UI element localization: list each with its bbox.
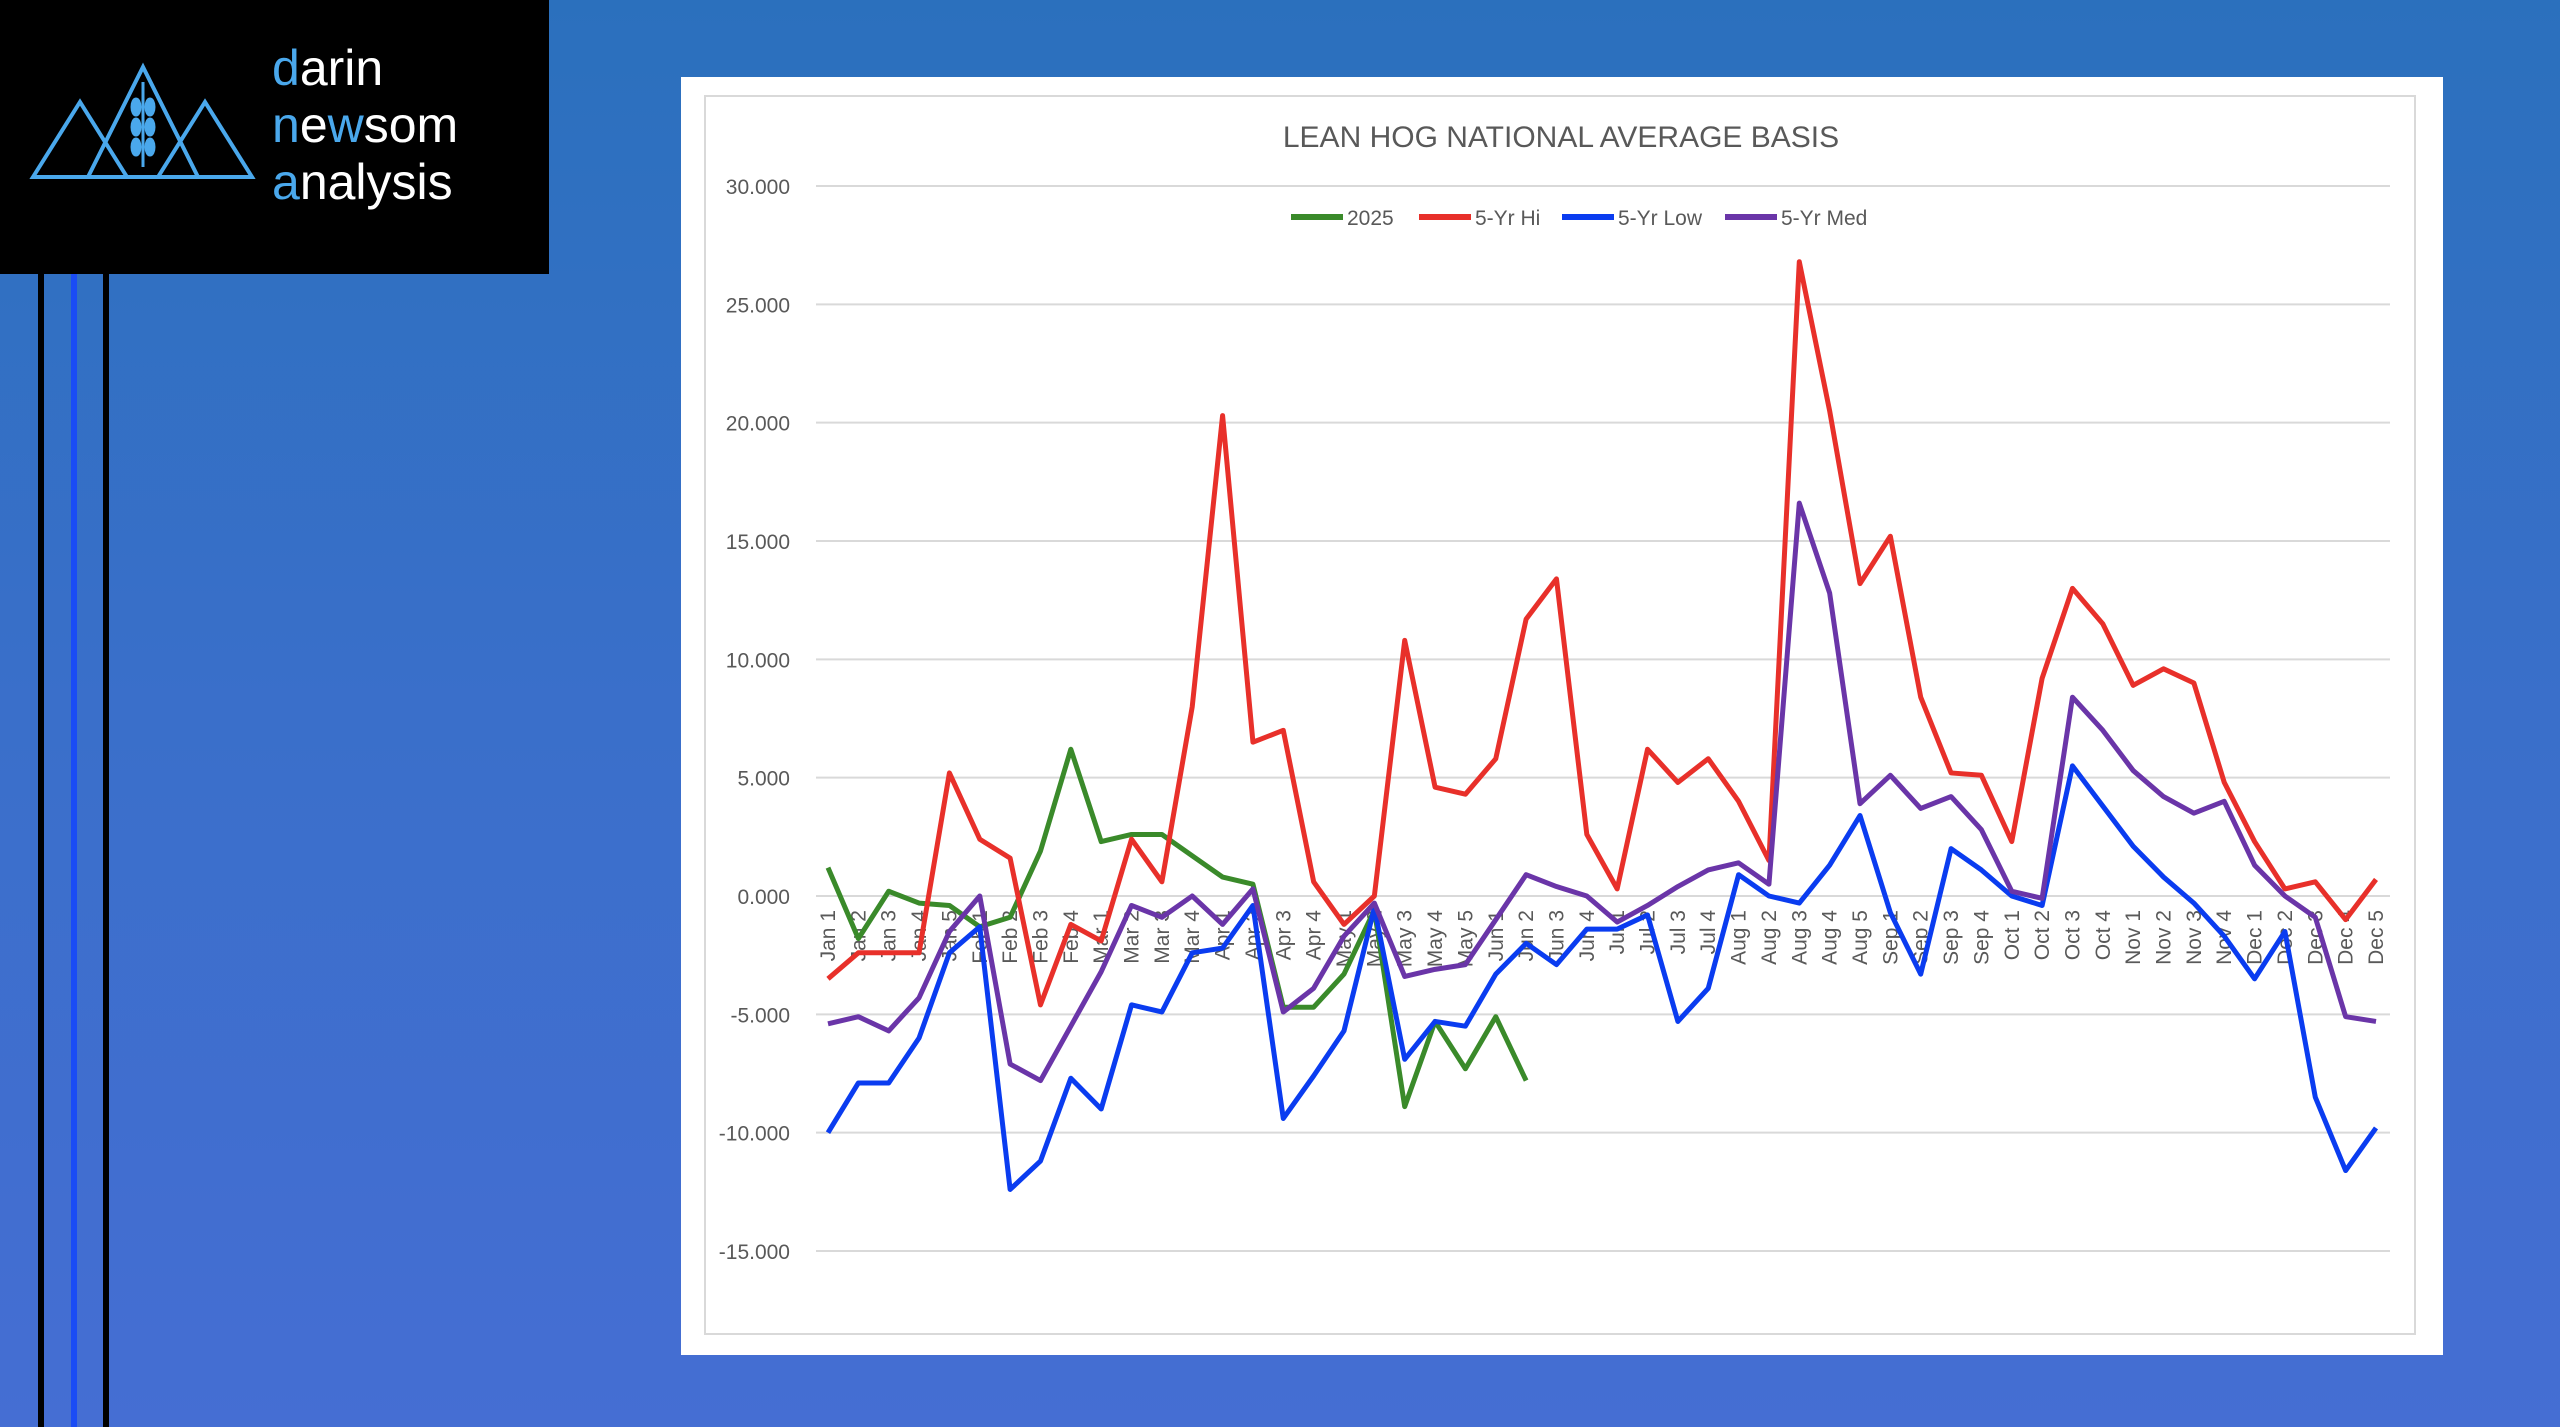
x-tick-label: Feb 4 bbox=[1060, 910, 1083, 964]
darin-newsom-logo: darin newsom analysis bbox=[0, 0, 549, 274]
x-tick-label: Jun 4 bbox=[1576, 910, 1599, 962]
x-tick-label: Dec 5 bbox=[2365, 910, 2388, 965]
x-tick-label: Oct 3 bbox=[2061, 910, 2084, 960]
x-tick-label: Dec 1 bbox=[2244, 910, 2267, 965]
decorative-line bbox=[38, 274, 44, 1427]
y-tick-label: 25.000 bbox=[726, 294, 790, 317]
x-tick-label: Nov 2 bbox=[2153, 910, 2176, 965]
series-line-2025 bbox=[825, 746, 1529, 1110]
x-tick-label: Aug 2 bbox=[1758, 910, 1781, 965]
y-tick-label: 10.000 bbox=[726, 649, 790, 672]
logo-letter: w bbox=[327, 97, 364, 153]
x-tick-label: Feb 3 bbox=[1029, 910, 1052, 964]
logo-word: arin bbox=[299, 40, 384, 96]
x-tick-label: Aug 5 bbox=[1849, 910, 1872, 965]
x-tick-label: Jul 3 bbox=[1667, 910, 1690, 954]
legend-label: 2025 bbox=[1347, 207, 1394, 230]
x-tick-label: Dec 3 bbox=[2304, 910, 2327, 965]
y-tick-label: 20.000 bbox=[726, 413, 790, 436]
logo-wordmark: darin newsom analysis bbox=[272, 40, 458, 211]
logo-letter: a bbox=[272, 154, 300, 210]
x-tick-label: May 3 bbox=[1394, 910, 1417, 967]
y-tick-label: 15.000 bbox=[726, 531, 790, 554]
x-tick-label: Dec 4 bbox=[2335, 910, 2358, 965]
legend-label: 5-Yr Low bbox=[1618, 207, 1703, 230]
y-tick-label: -15.000 bbox=[719, 1241, 790, 1264]
y-tick-label: -5.000 bbox=[730, 1004, 790, 1027]
mountain-wheat-logo-icon bbox=[29, 62, 256, 179]
legend-label: 5-Yr Med bbox=[1781, 207, 1867, 230]
x-tick-label: Aug 4 bbox=[1819, 910, 1842, 965]
y-tick-label: 0.000 bbox=[737, 886, 790, 909]
series-line-5-yr-med bbox=[827, 500, 2377, 1084]
x-tick-label: Sep 3 bbox=[1940, 910, 1963, 965]
series-line-5-yr-hi bbox=[826, 259, 2378, 1008]
x-tick-label: Apr 4 bbox=[1303, 910, 1326, 961]
x-tick-label: Jul 4 bbox=[1697, 910, 1720, 955]
x-tick-label: Mar 2 bbox=[1121, 910, 1144, 964]
x-tick-label: Oct 4 bbox=[2092, 910, 2115, 961]
decorative-line bbox=[71, 274, 77, 1427]
logo-letter: d bbox=[272, 40, 300, 96]
x-tick-label: Aug 3 bbox=[1788, 910, 1811, 965]
logo-word: som bbox=[363, 97, 459, 153]
x-tick-label: Sep 4 bbox=[1970, 910, 1993, 965]
x-tick-label: Aug 1 bbox=[1728, 910, 1751, 965]
x-tick-label: Oct 2 bbox=[2031, 910, 2054, 960]
logo-letter: n bbox=[272, 97, 300, 153]
x-tick-label: Nov 1 bbox=[2122, 910, 2145, 965]
x-tick-label: Apr 3 bbox=[1272, 910, 1295, 960]
y-tick-label: 30.000 bbox=[726, 176, 790, 199]
decorative-line bbox=[103, 274, 109, 1427]
x-tick-label: May 4 bbox=[1424, 910, 1447, 968]
y-tick-label: 5.000 bbox=[737, 768, 790, 791]
x-tick-label: Feb 2 bbox=[999, 910, 1022, 964]
logo-letter: e bbox=[299, 97, 328, 153]
x-tick-label: Jun 1 bbox=[1485, 910, 1508, 961]
chart-title: LEAN HOG NATIONAL AVERAGE BASIS bbox=[1283, 121, 1839, 154]
x-tick-label: Nov 3 bbox=[2183, 910, 2206, 965]
chart-area-border bbox=[704, 95, 2416, 1335]
x-tick-label: May 5 bbox=[1454, 910, 1477, 967]
chart-frame bbox=[681, 77, 2443, 1355]
x-tick-label: Jan 1 bbox=[817, 910, 840, 961]
legend-label: 5-Yr Hi bbox=[1475, 207, 1540, 230]
x-tick-label: Oct 1 bbox=[2001, 910, 2024, 960]
series-line-5-yr-low bbox=[825, 763, 2379, 1192]
x-tick-label: Jun 3 bbox=[1545, 910, 1568, 961]
x-tick-label: Jan 3 bbox=[878, 910, 901, 961]
x-tick-label: Mar 3 bbox=[1151, 910, 1174, 964]
logo-word: nalysis bbox=[299, 154, 453, 210]
y-tick-label: -10.000 bbox=[719, 1123, 790, 1146]
